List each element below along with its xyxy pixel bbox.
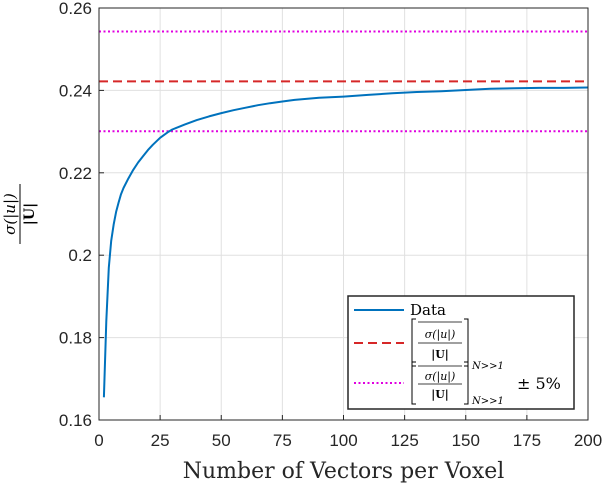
x-tick-label: 150 — [452, 431, 480, 450]
y-tick-label: 0.26 — [59, 0, 92, 18]
y-tick-label: 0.22 — [59, 164, 92, 183]
y-tick-label: 0.16 — [59, 411, 92, 430]
y-axis-label-denominator: |U| — [22, 203, 38, 225]
x-tick-label: 200 — [574, 431, 602, 450]
legend-label-data: Data — [410, 301, 446, 319]
y-tick-label: 0.18 — [59, 329, 92, 348]
y-tick-label: 0.24 — [59, 81, 92, 100]
x-tick-label: 175 — [513, 431, 541, 450]
legend: Data σ(|u|) |U| N>>1 σ(|u|) |U| N>>1 ± 5… — [347, 295, 575, 410]
plot-frame — [98, 7, 589, 421]
y-axis-label: σ(|u|) |U| — [1, 184, 38, 244]
legend-band-denominator: |U| — [431, 388, 449, 401]
x-tick-label: 100 — [329, 431, 357, 450]
x-tick-label: 50 — [212, 431, 231, 450]
legend-label-mean: σ(|u|) |U| N>>1 — [411, 318, 504, 372]
legend-label-band: σ(|u|) |U| N>>1 ± 5% — [411, 361, 561, 407]
x-tick-label: 0 — [94, 431, 103, 450]
x-tick-labels: 0 25 50 75 100 125 150 175 200 — [94, 431, 602, 450]
y-tick-labels: 0.16 0.18 0.2 0.22 0.24 0.26 — [59, 0, 92, 430]
y-tick-label: 0.2 — [68, 246, 92, 265]
x-tick-label: 125 — [390, 431, 418, 450]
data-line — [102, 86, 589, 398]
legend-band-suffix: ± 5% — [517, 374, 561, 393]
legend-mean-numerator: σ(|u|) — [425, 328, 456, 342]
x-tick-label: 75 — [273, 431, 292, 450]
series-layer — [99, 30, 589, 398]
x-axis-label: Number of Vectors per Voxel — [183, 459, 505, 484]
legend-mean-denominator: |U| — [431, 348, 449, 361]
legend-band-subscript: N>>1 — [471, 396, 504, 407]
legend-box — [347, 295, 575, 410]
x-tick-label: 25 — [151, 431, 170, 450]
y-axis-label-numerator: σ(|u|) — [1, 193, 19, 235]
legend-band-numerator: σ(|u|) — [425, 370, 456, 384]
legend-mean-subscript: N>>1 — [471, 361, 504, 372]
